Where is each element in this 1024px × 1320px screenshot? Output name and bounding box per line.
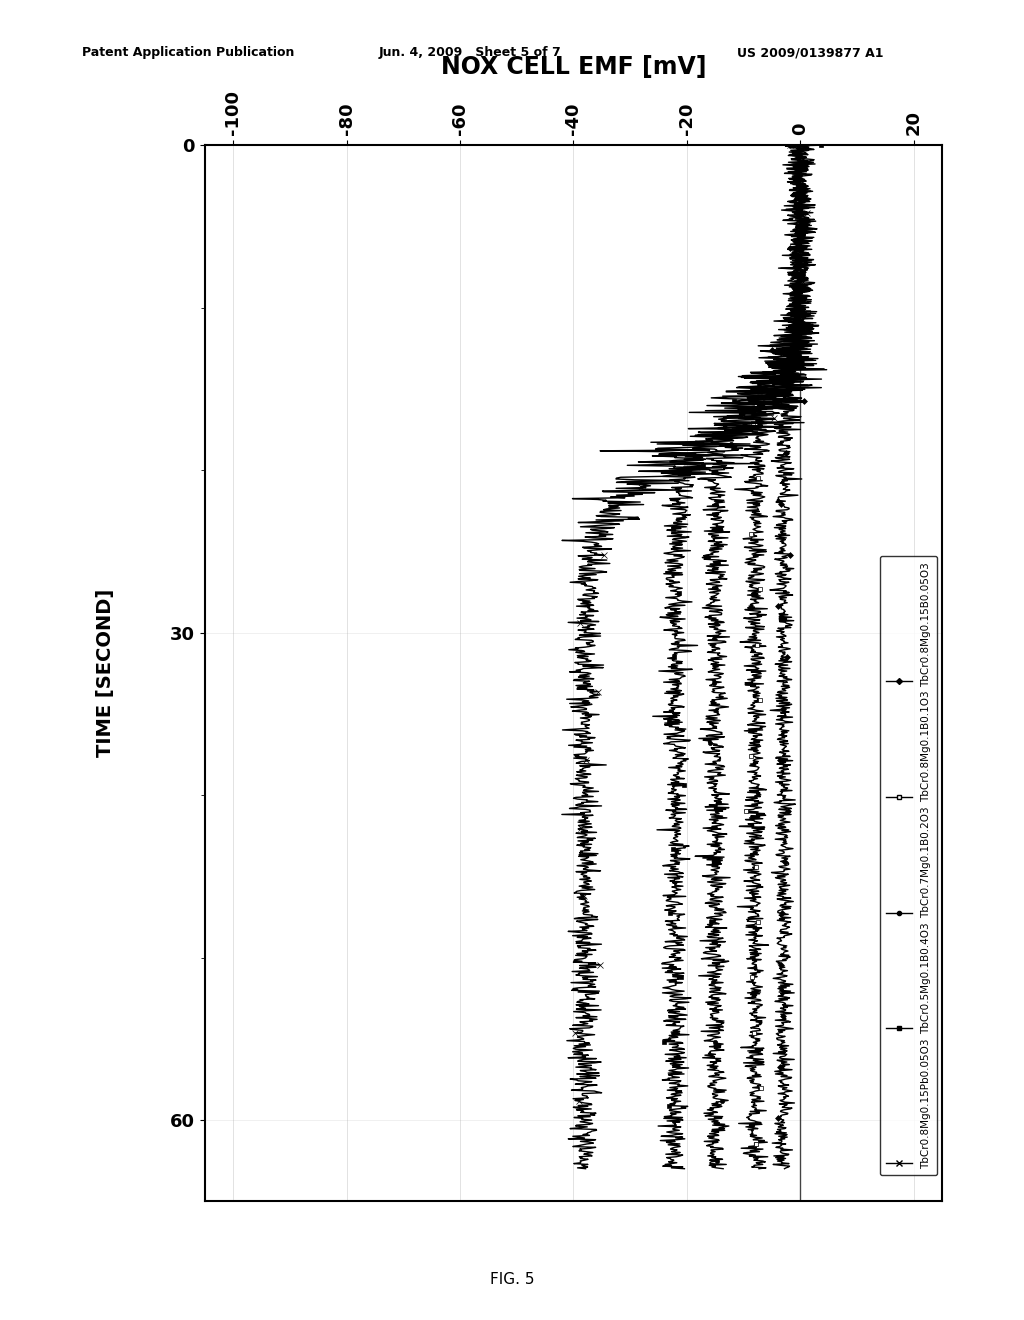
- TbCr0.8Mg0.15B0.05O3: [793, 273, 805, 289]
- TbCr0.7Mg0.1B0.2O3: [702, 581, 715, 597]
- TbCr0.5Mg0.1B0.4O3: [788, 273, 801, 289]
- TbCr0.8Mg0.1B0.1O3: [739, 675, 752, 690]
- X-axis label: NOX CELL EMF [mV]: NOX CELL EMF [mV]: [440, 55, 707, 79]
- TbCr0.8Mg0.15Pb0.05O3: [797, 310, 809, 326]
- Text: Patent Application Publication: Patent Application Publication: [82, 46, 294, 59]
- TbCr0.8Mg0.1B0.1O3: [753, 1160, 765, 1176]
- Line: TbCr0.5Mg0.1B0.4O3: TbCr0.5Mg0.1B0.4O3: [650, 143, 823, 1171]
- TbCr0.8Mg0.15B0.05O3: [785, 697, 798, 713]
- TbCr0.8Mg0.15Pb0.05O3: [580, 1160, 592, 1176]
- TbCr0.8Mg0.15Pb0.05O3: [585, 581, 597, 597]
- TbCr0.8Mg0.15B0.05O3: [771, 581, 783, 597]
- TbCr0.7Mg0.1B0.2O3: [777, 310, 790, 326]
- Line: TbCr0.7Mg0.1B0.2O3: TbCr0.7Mg0.1B0.2O3: [693, 143, 817, 1171]
- Line: TbCr0.8Mg0.1B0.1O3: TbCr0.8Mg0.1B0.1O3: [721, 143, 826, 1171]
- TbCr0.8Mg0.1B0.1O3: [795, 273, 807, 289]
- Y-axis label: TIME [SECOND]: TIME [SECOND]: [95, 589, 115, 758]
- TbCr0.8Mg0.1B0.1O3: [796, 137, 808, 153]
- TbCr0.8Mg0.15B0.05O3: [794, 137, 806, 153]
- TbCr0.8Mg0.15B0.05O3: [796, 310, 808, 326]
- TbCr0.7Mg0.1B0.2O3: [707, 482, 719, 498]
- TbCr0.8Mg0.1B0.1O3: [746, 697, 759, 713]
- TbCr0.8Mg0.1B0.1O3: [740, 482, 753, 498]
- TbCr0.8Mg0.1B0.1O3: [791, 310, 803, 326]
- TbCr0.5Mg0.1B0.4O3: [671, 581, 683, 597]
- TbCr0.8Mg0.15Pb0.05O3: [675, 482, 687, 498]
- TbCr0.7Mg0.1B0.2O3: [717, 1160, 729, 1176]
- TbCr0.5Mg0.1B0.4O3: [791, 310, 803, 326]
- TbCr0.5Mg0.1B0.4O3: [675, 675, 687, 690]
- TbCr0.7Mg0.1B0.2O3: [798, 137, 810, 153]
- Text: FIG. 5: FIG. 5: [489, 1272, 535, 1287]
- TbCr0.8Mg0.15B0.05O3: [783, 482, 796, 498]
- TbCr0.8Mg0.15B0.05O3: [777, 675, 790, 690]
- TbCr0.7Mg0.1B0.2O3: [714, 697, 726, 713]
- TbCr0.7Mg0.1B0.2O3: [781, 273, 794, 289]
- TbCr0.5Mg0.1B0.4O3: [678, 1160, 690, 1176]
- Text: Jun. 4, 2009   Sheet 5 of 7: Jun. 4, 2009 Sheet 5 of 7: [379, 46, 561, 59]
- TbCr0.5Mg0.1B0.4O3: [671, 482, 683, 498]
- TbCr0.8Mg0.15Pb0.05O3: [784, 137, 797, 153]
- TbCr0.8Mg0.15Pb0.05O3: [796, 273, 808, 289]
- TbCr0.5Mg0.1B0.4O3: [663, 697, 675, 713]
- TbCr0.7Mg0.1B0.2O3: [709, 675, 721, 690]
- Line: TbCr0.8Mg0.15Pb0.05O3: TbCr0.8Mg0.15Pb0.05O3: [559, 143, 824, 1171]
- Line: TbCr0.8Mg0.15B0.05O3: TbCr0.8Mg0.15B0.05O3: [744, 143, 828, 1171]
- TbCr0.5Mg0.1B0.4O3: [815, 137, 827, 153]
- Legend: TbCr0.8Mg0.15B0.05O3, TbCr0.8Mg0.1B0.1O3, TbCr0.7Mg0.1B0.2O3, TbCr0.5Mg0.1B0.4O3: TbCr0.8Mg0.15B0.05O3, TbCr0.8Mg0.1B0.1O3…: [880, 556, 937, 1175]
- TbCr0.8Mg0.15Pb0.05O3: [586, 697, 598, 713]
- TbCr0.8Mg0.15B0.05O3: [778, 1160, 791, 1176]
- TbCr0.8Mg0.1B0.1O3: [754, 581, 766, 597]
- TbCr0.8Mg0.15Pb0.05O3: [578, 675, 590, 690]
- Text: US 2009/0139877 A1: US 2009/0139877 A1: [737, 46, 884, 59]
